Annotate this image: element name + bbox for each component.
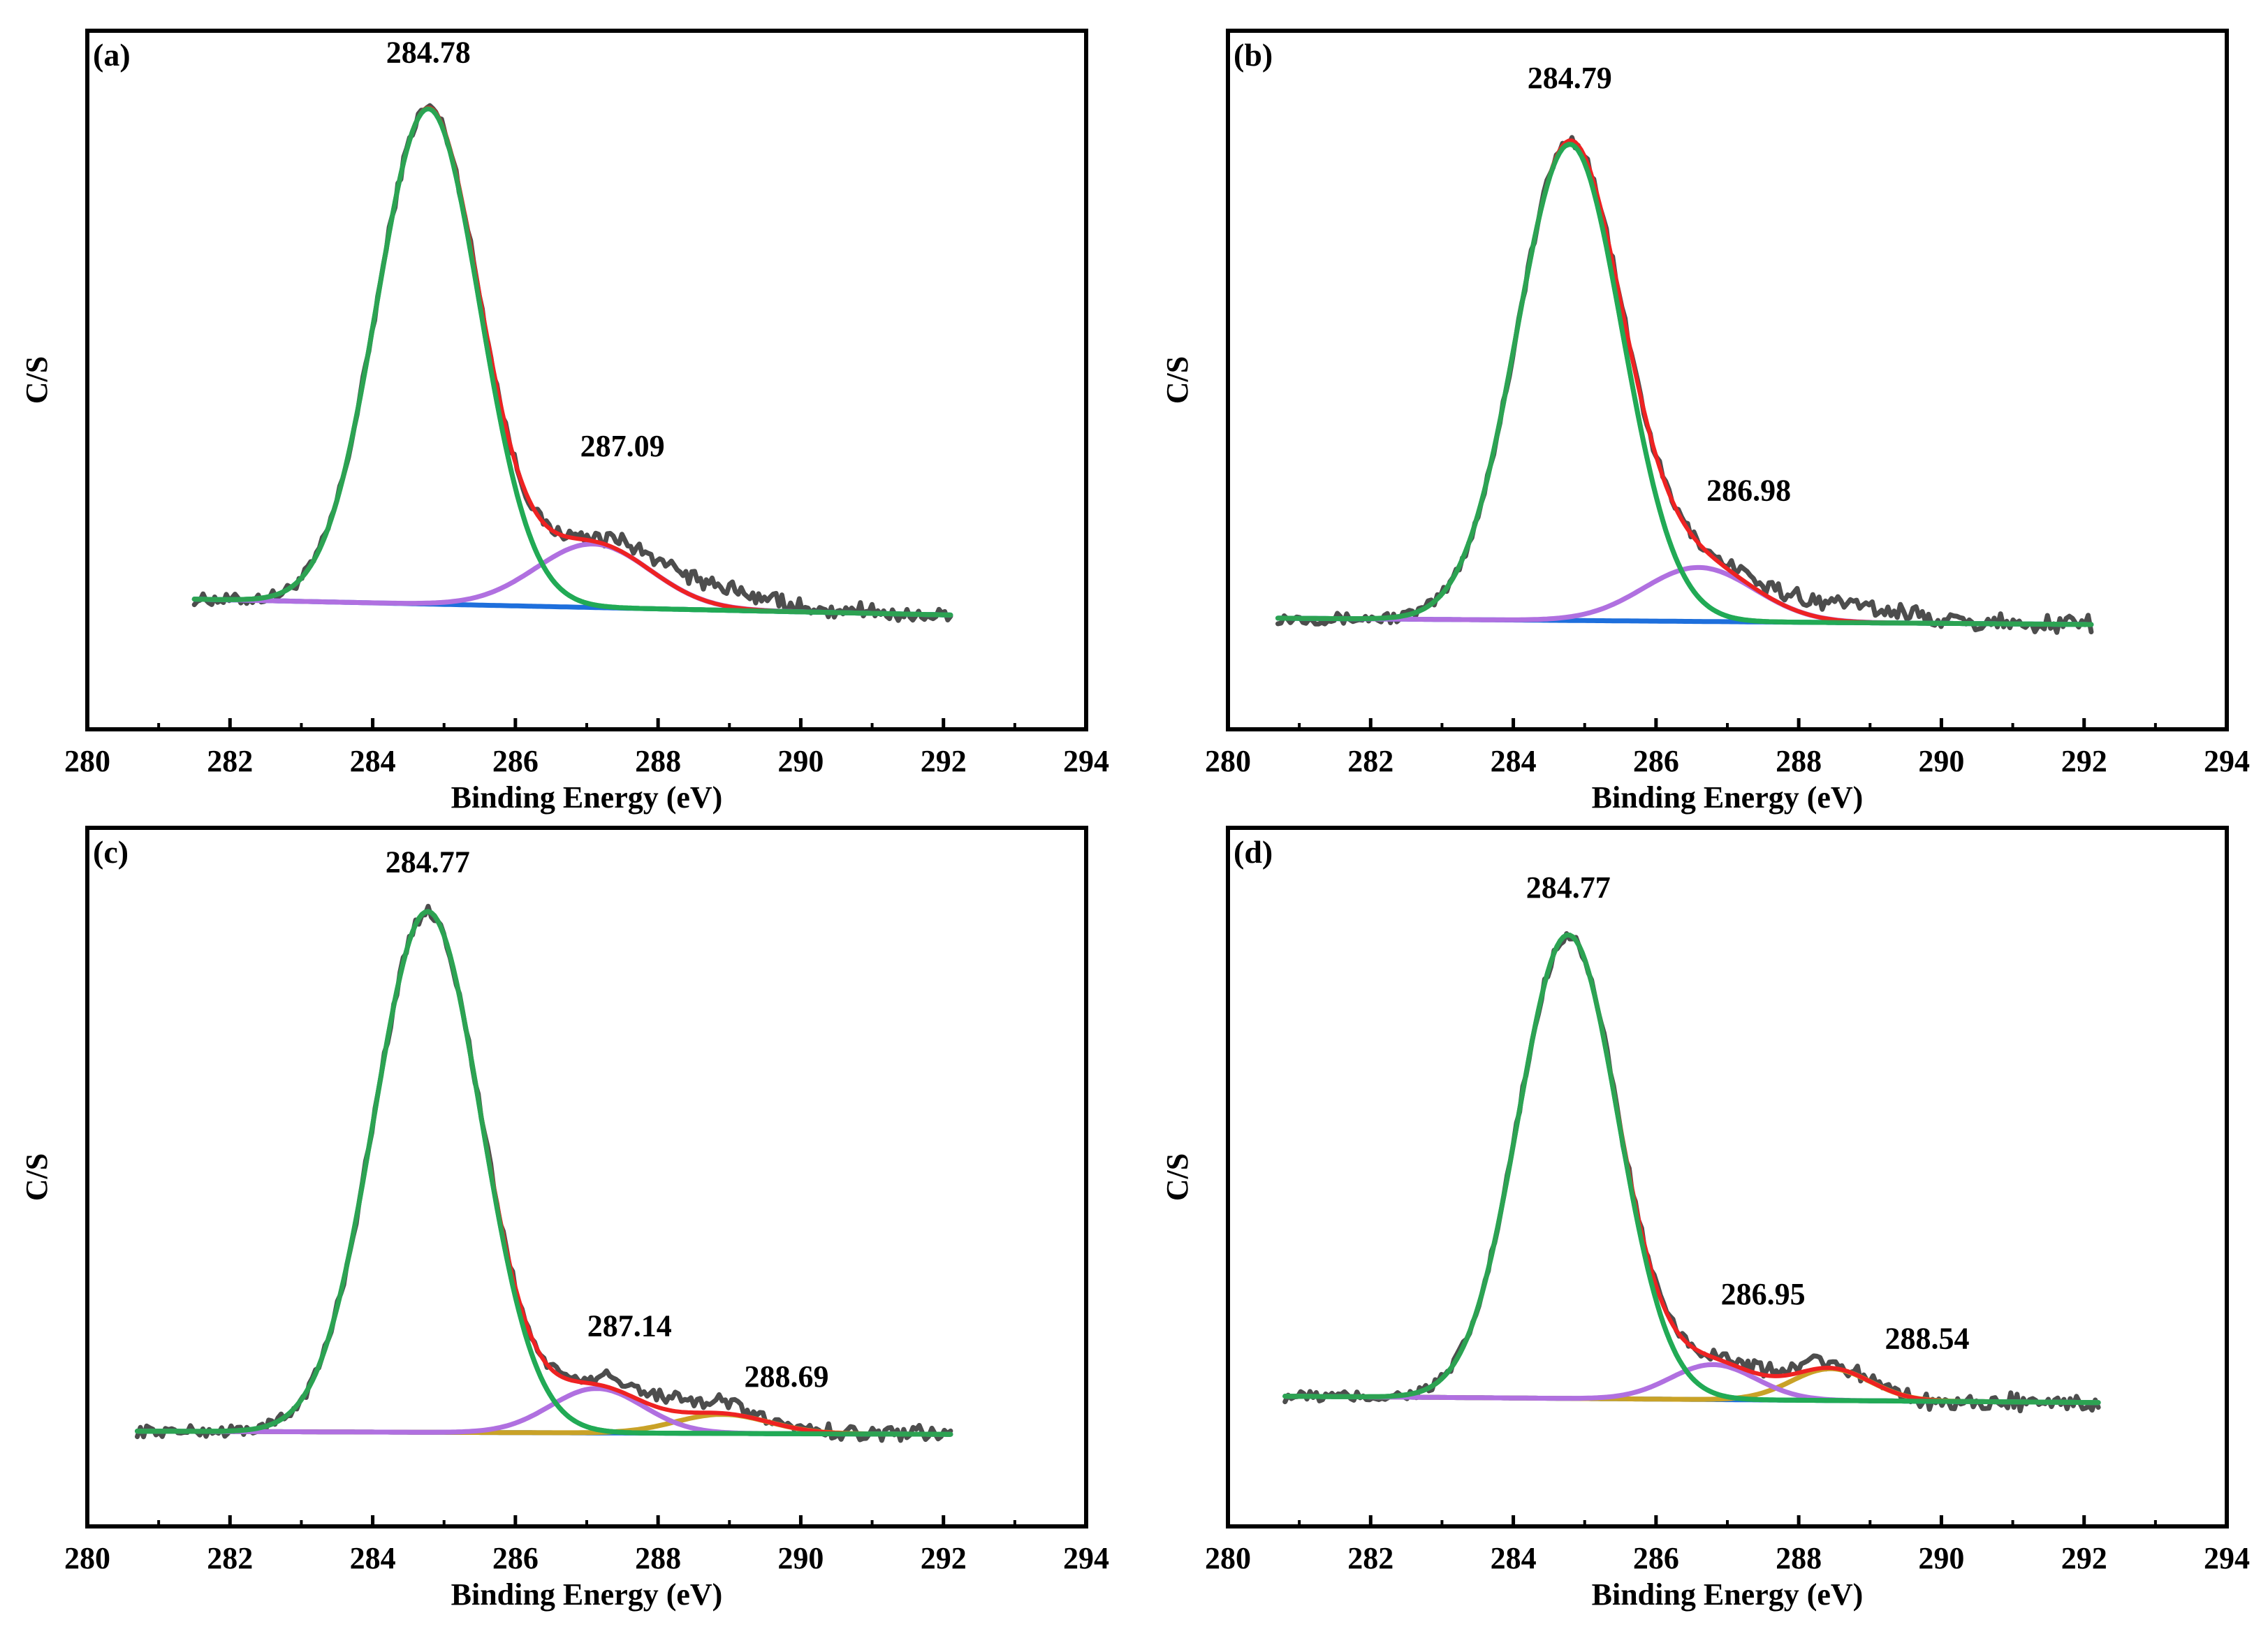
panel-label: (c) [93, 834, 129, 870]
x-axis-label: Binding Energy (eV) [1592, 1577, 1864, 1612]
x-tick-label: 294 [1063, 1541, 1109, 1575]
plot-frame [85, 826, 1088, 1528]
peak-annotation: 287.14 [587, 1308, 672, 1343]
x-tick-label: 282 [207, 744, 253, 778]
x-tick-label: 288 [1776, 1541, 1822, 1575]
x-axis-label: Binding Energy (eV) [451, 1577, 723, 1612]
x-tick-label: 282 [1347, 1541, 1393, 1575]
y-axis-label: C/S [20, 356, 54, 404]
x-tick-label: 286 [1633, 744, 1679, 778]
peak-annotation: 288.69 [745, 1359, 829, 1394]
fit-component-1-overlay-line [191, 106, 953, 618]
fit-component-1-overlay-line [1282, 933, 2101, 1406]
x-tick-label: 294 [1063, 744, 1109, 778]
x-tick-label: 284 [1491, 744, 1537, 778]
x-tick-label: 284 [350, 1541, 396, 1575]
fit-component-1-overlay-line [135, 909, 953, 1437]
fit-component-1-line [1275, 141, 2094, 627]
peak-annotation: 284.79 [1528, 61, 1612, 95]
x-tick-label: 288 [635, 1541, 681, 1575]
x-tick-label: 280 [64, 744, 110, 778]
x-tick-label: 292 [2061, 744, 2107, 778]
peak-annotation: 286.98 [1706, 474, 1791, 508]
x-tick-label: 288 [635, 744, 681, 778]
x-tick-label: 286 [1633, 1541, 1679, 1575]
x-tick-label: 290 [1918, 1541, 1964, 1575]
x-tick-label: 292 [2061, 1541, 2107, 1575]
x-tick-label: 280 [1205, 1541, 1251, 1575]
plot-frame [1226, 826, 2229, 1528]
fit-envelope-line [1282, 933, 2101, 1405]
x-tick-label: 292 [921, 1541, 967, 1575]
x-tick-label: 290 [777, 1541, 824, 1575]
panel-label: (b) [1234, 37, 1273, 73]
chart-panel: 280 282 284 286 288 290 292 294 Binding Energy (… [1160, 826, 2250, 1612]
x-tick-label: 284 [1491, 1541, 1537, 1575]
y-axis-label: C/S [1160, 1153, 1194, 1201]
x-tick-label: 284 [350, 744, 396, 778]
plot-frame [85, 29, 1088, 731]
x-tick-label: 280 [64, 1541, 110, 1575]
peak-annotation: 287.09 [580, 429, 665, 463]
x-tick-label: 292 [921, 744, 967, 778]
chart-panel: 280 282 284 286 288 290 292 294 Binding Energy (… [20, 29, 1109, 815]
chart-panel: 280 282 284 286 288 290 292 294 Binding Energy (… [20, 826, 1109, 1612]
panel-label: (d) [1234, 834, 1273, 870]
raw-spectrum-line [191, 103, 953, 623]
x-tick-label: 290 [1918, 744, 1964, 778]
x-tick-label: 280 [1205, 744, 1251, 778]
fit-envelope-line [1275, 138, 2093, 627]
fit-component-2-line [191, 541, 953, 618]
x-tick-label: 288 [1776, 744, 1822, 778]
fit-component-1-overlay-line [1275, 141, 2094, 627]
x-tick-label: 294 [2204, 1541, 2250, 1575]
x-tick-label: 286 [492, 744, 539, 778]
x-tick-label: 290 [777, 744, 824, 778]
chart-panel: 280 282 284 286 288 290 292 294 Binding Energy (… [1160, 29, 2250, 815]
fit-envelope-line [192, 105, 953, 618]
peak-annotation: 284.77 [1526, 870, 1611, 905]
raw-spectrum-line [1275, 135, 2094, 635]
x-axis-label: Binding Energy (eV) [1592, 780, 1864, 815]
x-tick-label: 282 [1347, 744, 1393, 778]
x-tick-label: 286 [492, 1541, 539, 1575]
x-axis-label: Binding Energy (eV) [451, 780, 723, 815]
y-axis-label: C/S [1160, 356, 1194, 404]
y-axis-label: C/S [20, 1153, 54, 1201]
peak-annotation: 288.54 [1885, 1321, 1970, 1355]
peak-annotation: 284.77 [386, 845, 470, 880]
peak-annotation: 284.78 [386, 35, 471, 69]
raw-spectrum-line [1282, 931, 2101, 1414]
x-tick-label: 282 [207, 1541, 253, 1575]
panel-label: (a) [93, 37, 131, 73]
fit-component-1-line [1282, 933, 2101, 1406]
peak-annotation: 286.95 [1721, 1277, 1806, 1311]
x-tick-label: 294 [2204, 744, 2250, 778]
